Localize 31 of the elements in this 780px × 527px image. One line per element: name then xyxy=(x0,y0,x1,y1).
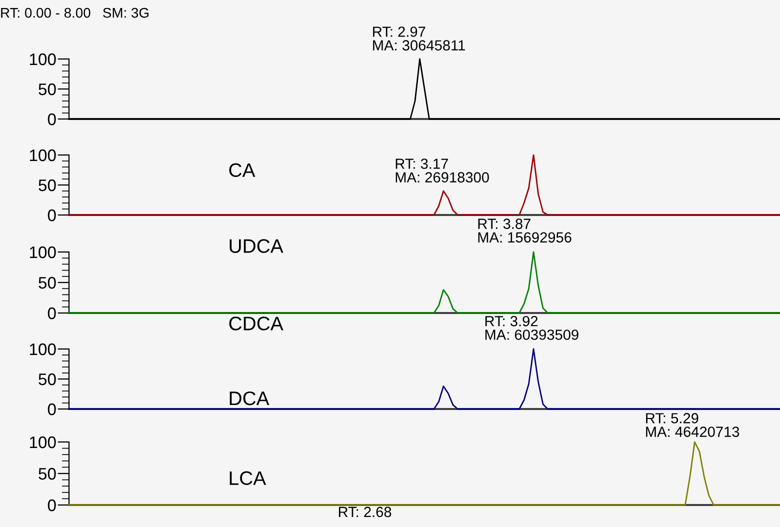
line-series xyxy=(68,441,780,506)
annotation: CA xyxy=(229,163,256,178)
annotation: RT: 3.17 MA: 26918300 xyxy=(396,158,489,183)
text: RT: 5.29 MA: 46420713 xyxy=(646,413,740,437)
line-series xyxy=(68,348,780,410)
chart-title: RT: 0.00 - 8.00 SM: 3G xyxy=(1,8,148,18)
y-tick-label: 50 xyxy=(38,83,56,96)
text: RT: 2.68 xyxy=(338,506,392,518)
annotation: DCA xyxy=(230,391,270,406)
y-tick-label: 0 xyxy=(48,403,56,416)
y-tick-label: 50 xyxy=(38,373,56,386)
y-tick-label: 100 xyxy=(30,436,56,448)
y-tick-label: 0 xyxy=(48,499,56,512)
text: RT: 3.87 MA: 15692956 xyxy=(478,218,572,243)
line-series xyxy=(68,154,780,216)
y-tick-label: 50 xyxy=(38,276,56,289)
y-tick-label: 50 xyxy=(38,179,56,192)
y-tick-label: 0 xyxy=(48,307,56,320)
y-tick-label: 100 xyxy=(30,53,56,66)
y-tick-label: 100 xyxy=(30,246,56,258)
text: RT: 3.92 MA: 60393509 xyxy=(485,316,578,340)
y-tick-label: 0 xyxy=(48,209,56,222)
annotation: LCA xyxy=(230,471,266,486)
y-tick-label: 0 xyxy=(48,113,56,126)
y-tick-label: 100 xyxy=(30,149,56,162)
line-series xyxy=(68,251,780,314)
y-tick-label: 100 xyxy=(30,343,56,356)
text: RT: 2.97 MA: 30645811 xyxy=(373,26,465,51)
y-tick-label: 50 xyxy=(38,468,56,480)
annotation: UDCA xyxy=(230,239,284,253)
text: CDCA xyxy=(229,316,284,330)
